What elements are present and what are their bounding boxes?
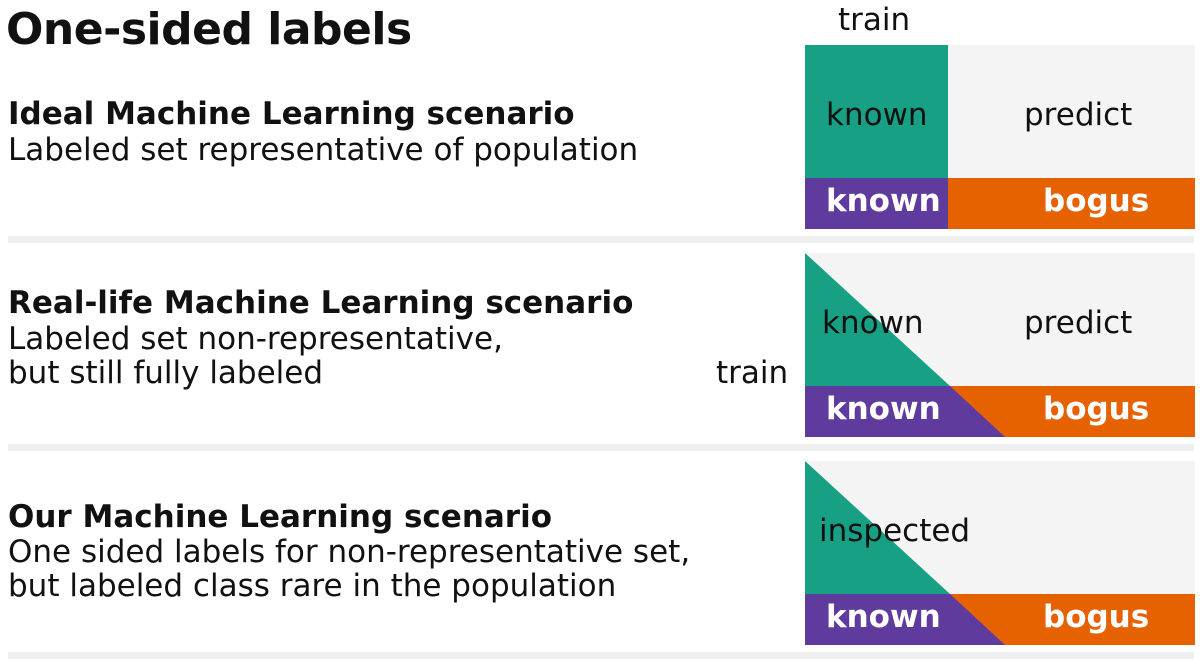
ours-known-bar-label: known xyxy=(826,599,941,635)
ours-inspected-label: inspected xyxy=(819,513,971,549)
page-title: One-sided labels xyxy=(6,4,412,55)
ours-inspected-triangle xyxy=(805,461,950,594)
ideal-known-train-region xyxy=(805,45,948,178)
scenario-reallife-diagram xyxy=(805,253,1195,437)
scenario-reallife-heading: Real-life Machine Learning scenario xyxy=(8,285,634,321)
reallife-known-triangle xyxy=(805,253,950,386)
scenario-reallife-line-2: but still fully labeled xyxy=(8,355,324,391)
reallife-known-bar xyxy=(805,386,1005,437)
section-divider xyxy=(8,236,1194,243)
scenario-ours-heading: Our Machine Learning scenario xyxy=(8,499,553,535)
ideal-known-bar xyxy=(805,178,948,229)
reallife-known-label: known xyxy=(822,305,924,341)
ours-known-bar xyxy=(805,594,1005,645)
ours-bogus-bar-label: bogus xyxy=(1043,599,1150,635)
scenario-reallife-line-1: Labeled set non-representative, xyxy=(8,321,503,357)
ideal-predict-label: predict xyxy=(1024,97,1133,133)
reallife-predict-label: predict xyxy=(1024,305,1133,341)
reallife-known-bar-label: known xyxy=(826,391,941,427)
scenario-ideal-diagram xyxy=(805,45,1195,229)
ideal-bogus-bar-label: bogus xyxy=(1043,183,1150,219)
section-divider xyxy=(8,652,1194,659)
ideal-known-label: known xyxy=(826,97,928,133)
scenario-ideal-train-label: train xyxy=(838,2,911,38)
reallife-bogus-bar-label: bogus xyxy=(1043,391,1150,427)
scenario-reallife-train-label: train xyxy=(716,355,789,391)
scenario-ours-line-1: One sided labels for non-representative … xyxy=(8,534,691,570)
scenario-ours-line-2: but labeled class rare in the population xyxy=(8,568,617,604)
scenario-ours-diagram xyxy=(805,461,1195,645)
scenario-ideal-description: Labeled set representative of population xyxy=(8,132,639,168)
section-divider xyxy=(8,444,1194,451)
ideal-known-bar-label: known xyxy=(826,183,941,219)
ideal-bogus-bar xyxy=(948,178,1195,229)
scenario-ideal-heading: Ideal Machine Learning scenario xyxy=(8,96,575,132)
